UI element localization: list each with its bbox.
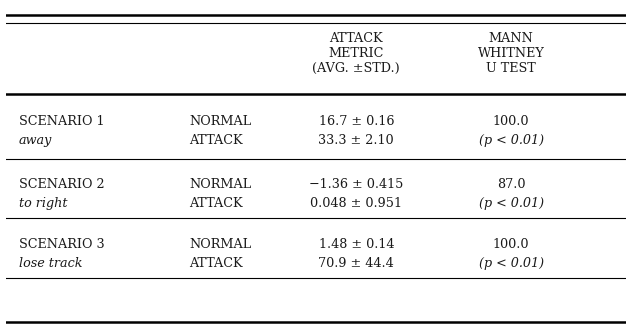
- Text: ATTACK: ATTACK: [189, 257, 243, 270]
- Text: 100.0: 100.0: [493, 115, 530, 128]
- Text: 0.048 ± 0.951: 0.048 ± 0.951: [310, 197, 402, 210]
- Text: NORMAL: NORMAL: [189, 178, 251, 191]
- Text: 70.9 ± 44.4: 70.9 ± 44.4: [319, 257, 394, 270]
- Text: 33.3 ± 2.10: 33.3 ± 2.10: [319, 134, 394, 147]
- Text: ATTACK
METRIC
(AVG. ±STD.): ATTACK METRIC (AVG. ±STD.): [312, 32, 400, 75]
- Text: NORMAL: NORMAL: [189, 115, 251, 128]
- Text: (p < 0.01): (p < 0.01): [478, 134, 544, 147]
- Text: −1.36 ± 0.415: −1.36 ± 0.415: [309, 178, 403, 191]
- Text: ATTACK: ATTACK: [189, 134, 243, 147]
- Text: NORMAL: NORMAL: [189, 238, 251, 251]
- Text: SCENARIO 2: SCENARIO 2: [19, 178, 104, 191]
- Text: (p < 0.01): (p < 0.01): [478, 257, 544, 270]
- Text: 100.0: 100.0: [493, 238, 530, 251]
- Text: away: away: [19, 134, 52, 147]
- Text: MANN
WHITNEY
U TEST: MANN WHITNEY U TEST: [478, 32, 545, 75]
- Text: to right: to right: [19, 197, 67, 210]
- Text: lose track: lose track: [19, 257, 82, 270]
- Text: ATTACK: ATTACK: [189, 197, 243, 210]
- Text: (p < 0.01): (p < 0.01): [478, 197, 544, 210]
- Text: 87.0: 87.0: [497, 178, 525, 191]
- Text: SCENARIO 1: SCENARIO 1: [19, 115, 104, 128]
- Text: 16.7 ± 0.16: 16.7 ± 0.16: [319, 115, 394, 128]
- Text: 1.48 ± 0.14: 1.48 ± 0.14: [319, 238, 394, 251]
- Text: SCENARIO 3: SCENARIO 3: [19, 238, 104, 251]
